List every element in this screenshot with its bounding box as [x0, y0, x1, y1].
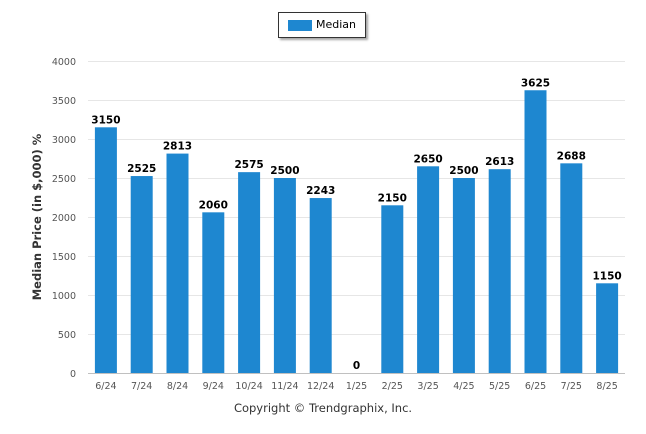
y-tick-label: 3500	[52, 96, 76, 107]
bar-value-label: 0	[353, 360, 360, 372]
bar-value-label: 2813	[163, 141, 192, 153]
bar-value-label: 3625	[521, 77, 550, 89]
y-tick-label: 2000	[52, 213, 76, 224]
x-tick-label: 10/24	[235, 381, 262, 392]
x-tick-label: 8/24	[167, 381, 188, 392]
y-tick-label: 0	[70, 369, 76, 380]
legend[interactable]: Median	[278, 12, 366, 38]
x-tick-label: 7/25	[561, 381, 582, 392]
bar-7/25[interactable]	[560, 163, 583, 373]
bar-value-label: 2150	[378, 192, 407, 204]
legend-swatch-median	[288, 20, 312, 31]
x-tick-label: 4/25	[453, 381, 474, 392]
x-tick-label: 11/24	[271, 381, 298, 392]
bar-6/25[interactable]	[524, 90, 547, 373]
bar-value-label: 2243	[306, 185, 335, 197]
bar-value-label: 1150	[592, 270, 621, 282]
y-tick-label: 3000	[52, 135, 76, 146]
x-tick-label: 6/25	[525, 381, 546, 392]
y-tick-label: 1000	[52, 291, 76, 302]
x-tick-label: 12/24	[307, 381, 334, 392]
bar-value-label: 3150	[91, 114, 120, 126]
bar-value-labels: 3150 2525 2813 2060 2575 2500 2243 0 2150 2650 250…	[91, 77, 621, 372]
bar-10/24[interactable]	[238, 172, 261, 373]
bar-6/24[interactable]	[94, 127, 117, 373]
bar-9/24[interactable]	[202, 212, 225, 373]
y-tick-labels: 0 500 1000 1500 2000 2500 3000 3500 4000	[52, 57, 76, 380]
bar-value-label: 2500	[270, 165, 299, 177]
bar-7/24[interactable]	[130, 176, 153, 373]
bar-3/25[interactable]	[417, 166, 440, 373]
legend-label-median: Median	[316, 18, 357, 31]
bar-value-label: 2575	[234, 159, 263, 171]
bar-11/24[interactable]	[273, 178, 296, 373]
bar-12/24[interactable]	[309, 198, 332, 373]
bar-value-label: 2650	[413, 153, 442, 165]
bar-8/25[interactable]	[596, 283, 619, 373]
x-tick-labels: 6/24 7/24 8/24 9/24 10/24 11/24 12/24 1/25 2/25 3…	[95, 381, 618, 392]
y-axis-label: Median Price (in $,000) %	[30, 133, 44, 300]
x-tick-label: 2/25	[382, 381, 403, 392]
x-tick-label: 6/24	[95, 381, 116, 392]
x-tick-label: 3/25	[417, 381, 438, 392]
bar-value-label: 2688	[557, 150, 586, 162]
bars	[94, 90, 619, 373]
x-tick-label: 5/25	[489, 381, 510, 392]
copyright-credit: Copyright © Trendgraphix, Inc.	[233, 401, 413, 415]
y-tick-label: 2500	[52, 174, 76, 185]
bar-2/25[interactable]	[381, 205, 404, 373]
x-tick-label: 9/24	[203, 381, 224, 392]
x-tick-label: 8/25	[596, 381, 617, 392]
bar-value-label: 2525	[127, 163, 156, 175]
bar-value-label: 2060	[199, 199, 228, 211]
x-tick-label: 7/24	[131, 381, 152, 392]
bar-8/24[interactable]	[166, 153, 189, 373]
bar-5/25[interactable]	[488, 169, 511, 373]
bar-4/25[interactable]	[452, 178, 475, 373]
bar-value-label: 2613	[485, 156, 514, 168]
y-tick-label: 1500	[52, 252, 76, 263]
y-tick-label: 500	[58, 330, 76, 341]
x-tick-label: 1/25	[346, 381, 367, 392]
bar-value-label: 2500	[449, 165, 478, 177]
y-tick-label: 4000	[52, 57, 76, 68]
